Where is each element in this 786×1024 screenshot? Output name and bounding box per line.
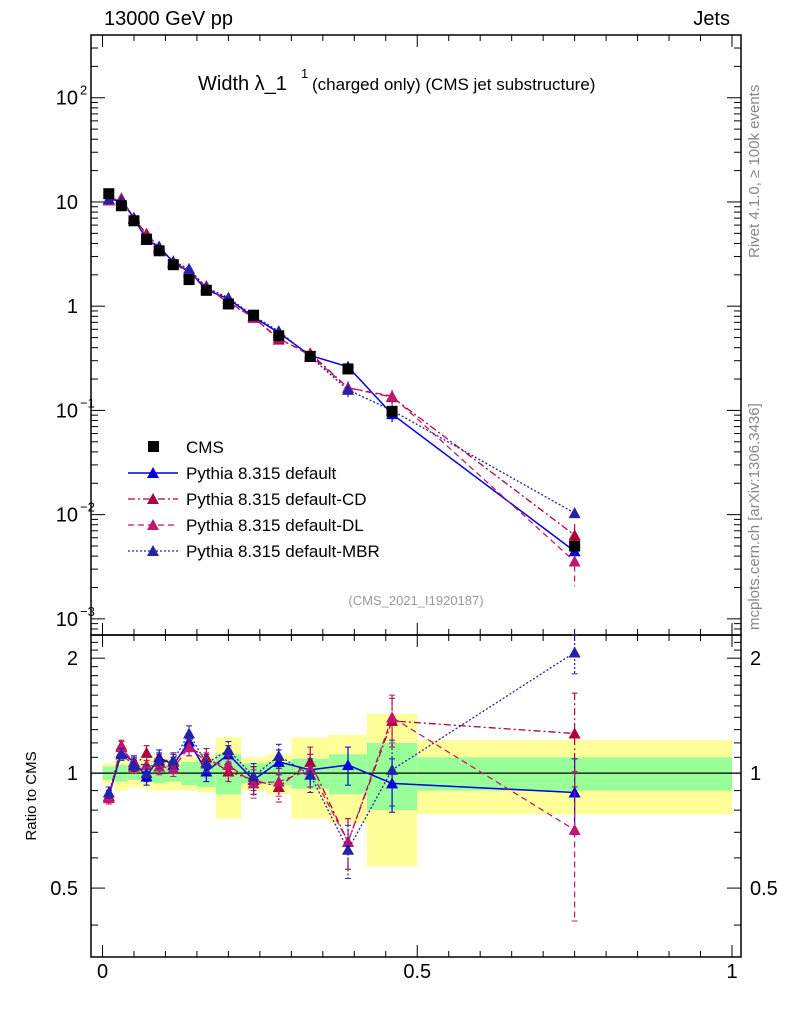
data-point bbox=[386, 390, 399, 402]
chart-title-rest: (charged only) (CMS jet substructure) bbox=[312, 75, 595, 94]
data-point bbox=[141, 233, 153, 245]
ratio-y-tick-label-right: 0.5 bbox=[750, 878, 778, 900]
data-point bbox=[222, 298, 234, 310]
data-point bbox=[568, 555, 581, 567]
ratio-point bbox=[183, 741, 196, 753]
x-tick-label: 1 bbox=[726, 961, 737, 983]
y-tick-label-exponent: −1 bbox=[80, 395, 95, 410]
ratio-y-tick-label: 0.5 bbox=[50, 878, 78, 900]
ratio-point bbox=[140, 746, 153, 758]
data-point bbox=[167, 259, 179, 271]
header-left: 13000 GeV pp bbox=[104, 8, 233, 30]
data-point bbox=[568, 507, 581, 519]
legend-marker bbox=[147, 467, 159, 478]
chart-title-superscript: 1 bbox=[301, 66, 308, 81]
ratio-point bbox=[200, 757, 213, 769]
x-tick-label: 0 bbox=[97, 961, 108, 983]
legend-marker bbox=[148, 441, 159, 452]
ratio-point bbox=[386, 711, 399, 723]
ratio-y-tick-label: 1 bbox=[67, 763, 78, 785]
legend-label: Pythia 8.315 default-MBR bbox=[186, 542, 380, 561]
data-point bbox=[304, 350, 316, 362]
ratio-point bbox=[272, 749, 285, 761]
x-tick-label: 0.5 bbox=[403, 961, 431, 983]
ratio-point bbox=[247, 777, 260, 789]
legend-label: Pythia 8.315 default bbox=[186, 464, 337, 483]
legend-label: CMS bbox=[186, 438, 224, 457]
legend-marker bbox=[147, 493, 159, 504]
chart-title: Width λ_1 1 (charged only) (CMS jet substr… bbox=[198, 66, 595, 95]
ratio-y-axis-ticks bbox=[91, 641, 741, 926]
data-point bbox=[342, 363, 354, 375]
data-point bbox=[183, 274, 195, 286]
ratio-point bbox=[342, 843, 355, 855]
ratio-point bbox=[153, 754, 166, 766]
legend-marker bbox=[147, 545, 159, 556]
ratio-y-tick-label-right: 1 bbox=[750, 763, 761, 785]
data-point bbox=[569, 540, 581, 552]
ratio-point bbox=[568, 646, 581, 658]
legend: CMS Pythia 8.315 default Pythia 8.315 defa… bbox=[128, 438, 380, 561]
ratio-bands bbox=[102, 713, 732, 867]
ratio-point bbox=[222, 759, 235, 771]
ratio-point bbox=[102, 786, 115, 798]
y-tick-label-exponent: −3 bbox=[80, 604, 95, 619]
y-tick-label-exponent: 2 bbox=[80, 83, 87, 98]
legend-label: Pythia 8.315 default-CD bbox=[186, 490, 367, 509]
y-tick-label: 10 bbox=[56, 400, 78, 422]
ratio-point bbox=[386, 777, 399, 789]
ratio-point bbox=[342, 759, 355, 771]
data-point bbox=[386, 405, 398, 417]
ratio-point bbox=[183, 727, 196, 739]
data-point bbox=[153, 245, 165, 257]
ratio-point bbox=[140, 767, 153, 779]
ratio-point bbox=[386, 763, 399, 775]
data-point bbox=[200, 284, 212, 296]
data-point bbox=[248, 309, 260, 321]
y-tick-label: 10 bbox=[56, 609, 78, 631]
legend-marker bbox=[147, 519, 159, 530]
ratio-point bbox=[304, 755, 317, 767]
y-tick-label: 1 bbox=[67, 296, 78, 318]
top-y-axis-ticks bbox=[91, 34, 741, 636]
ratio-point bbox=[127, 759, 140, 771]
ratio-point bbox=[272, 775, 285, 787]
data-point bbox=[103, 188, 115, 200]
ratio-point bbox=[115, 748, 128, 760]
data-point bbox=[568, 529, 581, 541]
series-line bbox=[108, 197, 576, 536]
chart-title-main: Width λ_1 bbox=[198, 73, 287, 95]
y-tick-label: 10 bbox=[56, 88, 78, 110]
data-point bbox=[273, 330, 285, 342]
ratio-point bbox=[115, 741, 128, 753]
legend-label: Pythia 8.315 default-DL bbox=[186, 516, 364, 535]
ratio-point bbox=[222, 743, 235, 755]
y-tick-label: 10 bbox=[56, 505, 78, 527]
ratio-point bbox=[167, 754, 180, 766]
data-point bbox=[183, 262, 196, 274]
data-point bbox=[342, 383, 355, 395]
ratio-point bbox=[247, 770, 260, 782]
series-cms bbox=[103, 188, 581, 552]
x-axis-ticks bbox=[102, 35, 733, 957]
ratio-point bbox=[304, 768, 317, 780]
ratio-point bbox=[568, 727, 581, 739]
ratio-point bbox=[568, 823, 581, 835]
series-line bbox=[108, 198, 575, 514]
data-point bbox=[115, 200, 127, 212]
ratio-y-tick-label-right: 2 bbox=[750, 648, 761, 670]
y-tick-label-exponent: −2 bbox=[80, 500, 95, 515]
y-tick-label: 10 bbox=[56, 192, 78, 214]
data-point bbox=[128, 215, 140, 227]
ratio-y-tick-label: 2 bbox=[67, 648, 78, 670]
ratio-y-label: Ratio to CMS bbox=[23, 751, 40, 840]
analysis-id-label: (CMS_2021_I1920187) bbox=[348, 593, 483, 608]
ratio-panel-frame bbox=[90, 634, 742, 958]
header-right: Jets bbox=[693, 8, 730, 30]
